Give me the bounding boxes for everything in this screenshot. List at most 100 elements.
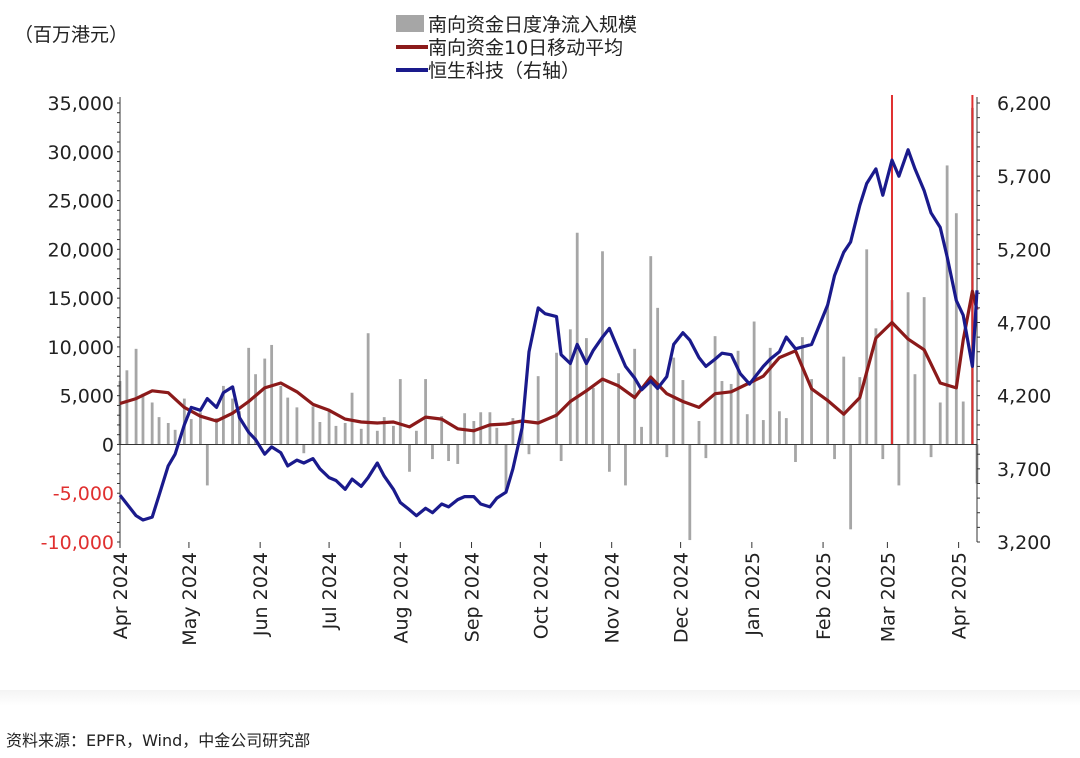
legend-key-ma [396,44,428,49]
tick-labels: -10,000 -5,000 0 5,000 10,000 15,000 20,000 25,… [41,93,1052,646]
bar [221,385,225,445]
bar [591,387,595,445]
bar [157,417,161,445]
source-note: 资料来源：EPFR，Wind，中金公司研究部 [6,731,311,750]
bar [688,444,692,541]
bar [713,336,717,445]
bar [527,444,531,455]
x-tick-label: Jun 2024 [250,552,272,637]
bar [697,421,701,445]
bar [504,444,508,494]
bar [704,444,708,459]
bar [778,411,781,445]
bar [736,350,740,445]
bar [849,444,853,530]
left-tick-label: 20,000 [48,239,114,261]
bar [366,333,370,445]
bar [906,292,910,445]
bar [649,256,653,445]
left-tick-label: -10,000 [41,532,114,554]
bar [601,251,604,445]
bar [270,344,274,445]
bar [125,370,129,445]
bar [672,357,676,445]
chart-canvas: -10,000 -5,000 0 5,000 10,000 15,000 20,000 25,… [41,93,1052,646]
legend: 南向资金日度净流入规模 南向资金10日移动平均 恒生科技（右轴） [396,12,638,82]
bar-series [118,107,979,541]
bar [555,352,558,445]
left-tick-label: 0 [102,434,114,456]
bar [495,427,499,445]
left-tick-label: 10,000 [48,337,114,359]
bar [205,444,209,486]
left-tick-label: 15,000 [48,288,114,310]
legend-key-bars [396,15,428,32]
bar [247,347,251,445]
bar [447,444,450,462]
bar [254,374,257,445]
bar [922,297,926,445]
bar [424,379,427,445]
x-tick-label: Jul 2024 [319,552,341,630]
x-tick-label: Apr 2025 [949,552,971,639]
bar [720,381,724,445]
bar [881,444,885,460]
bar [929,444,933,458]
bar [382,417,386,445]
bar [640,426,643,445]
right-tick-label: 4,200 [997,386,1051,408]
x-tick-label: May 2024 [179,552,201,646]
x-tick-label: Dec 2024 [671,552,693,643]
bar [784,418,788,445]
bar [897,444,901,486]
bar [189,419,193,445]
bar [408,444,411,472]
bar [575,232,579,445]
bar [745,414,749,445]
right-tick-label: 3,200 [997,532,1051,554]
legend-label-bars: 南向资金日度净流入规模 [428,14,638,36]
bar [945,165,949,445]
right-tick-label: 5,700 [997,166,1051,188]
bar [874,328,878,445]
bar [173,429,177,445]
bar [311,406,315,445]
bar [286,397,290,445]
legend-key-hstech [396,67,428,72]
bar [375,430,379,445]
bar [559,444,563,462]
moving-average-line [119,289,979,433]
line-series [118,148,979,522]
bar [134,348,138,445]
legend-item-bars: 南向资金日度净流入规模 [396,12,638,36]
bar [398,379,402,445]
bar [350,392,354,445]
bar [842,356,846,445]
bar [263,358,267,445]
bar [961,401,965,445]
bar [334,425,338,445]
bar [359,428,363,445]
bar [295,407,299,445]
bar [768,347,772,445]
x-tick-label: Sep 2024 [462,552,484,642]
bar [456,444,460,464]
bar [665,444,669,458]
marker-lines [890,95,974,445]
x-tick-label: Aug 2024 [390,552,412,644]
bar [414,430,418,445]
x-tick-label: Feb 2025 [813,552,835,640]
bar [794,444,797,463]
bar [833,444,836,460]
bar [938,402,942,445]
bar [624,444,627,486]
bar [141,393,145,445]
bar [800,337,804,445]
left-tick-label: 30,000 [48,142,114,164]
right-tick-label: 6,200 [997,93,1051,115]
x-tick-label: Oct 2024 [530,552,552,639]
left-tick-label: 35,000 [48,93,114,115]
legend-label-hstech: 恒生科技（右轴） [428,60,581,82]
bar [913,374,917,445]
unit-label: （百万港元） [14,24,129,46]
